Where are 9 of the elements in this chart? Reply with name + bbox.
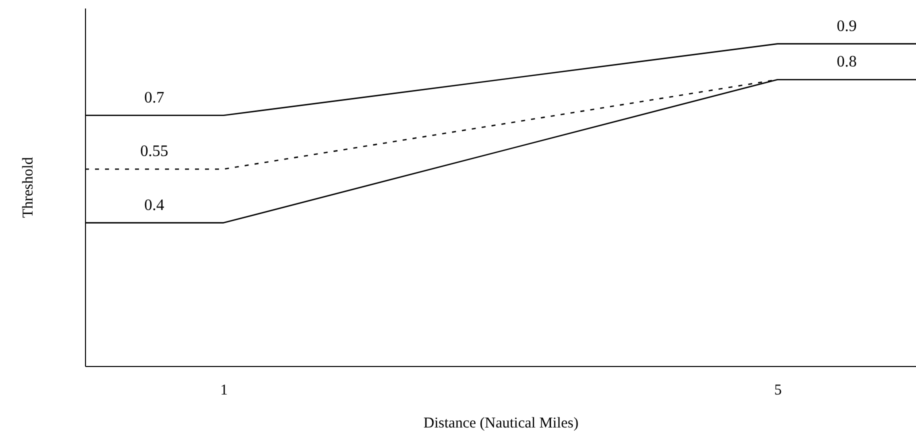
data-label: 0.7 [144,89,164,106]
data-label: 0.8 [836,54,857,71]
data-label: 0.55 [140,143,168,160]
x-tick-label: 5 [774,382,782,398]
x-axis-title: Distance (Nautical Miles) [424,416,578,432]
data-label: 0.9 [836,18,857,35]
y-axis-title: Threshold [20,156,36,218]
x-tick-label: 1 [220,382,228,398]
data-label: 0.4 [144,196,164,214]
